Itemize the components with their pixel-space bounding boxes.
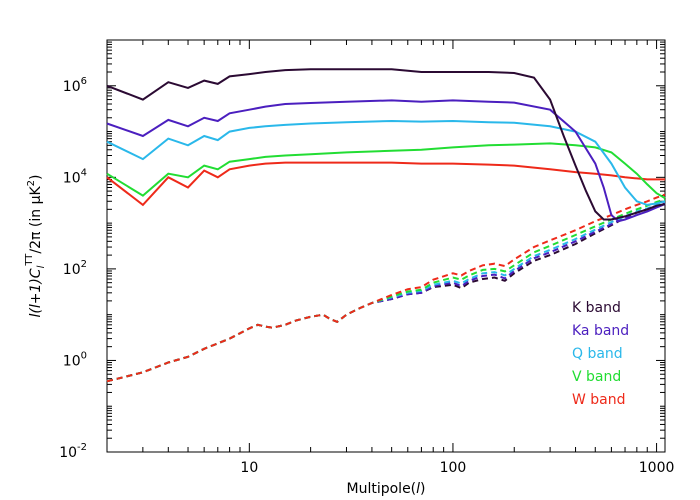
y-tick-label: 106 — [63, 76, 87, 95]
axis-ticks — [106, 40, 665, 453]
series-lines — [106, 68, 666, 383]
x-tick-label: 1000 — [639, 460, 675, 476]
y-tick-label: 100 — [63, 350, 87, 369]
legend-v-band: V band — [572, 369, 621, 385]
ka-band-dashed-line — [106, 202, 666, 383]
y-tick-label: 10-2 — [59, 442, 87, 461]
w-band-dashed-line — [106, 193, 666, 383]
legend: K band Ka band Q band V band W band — [572, 300, 629, 408]
x-tick-label: 100 — [440, 460, 467, 476]
y-axis-label: l(l+1)ClTT/2π (in μK2) — [24, 174, 47, 317]
x-tick-labels: 10 100 1000 — [240, 460, 674, 476]
x-axis-label: Multipole(l) — [347, 481, 426, 497]
k-band-solid-line — [106, 68, 666, 221]
legend-q-band: Q band — [572, 346, 623, 362]
y-tick-label: 102 — [63, 259, 87, 278]
y-tick-label: 104 — [63, 167, 87, 186]
q-band-dashed-line — [106, 201, 666, 383]
y-tick-labels: 10-2 100 102 104 106 — [59, 76, 87, 461]
x-tick-label: 10 — [240, 460, 258, 476]
ka-band-solid-line — [106, 99, 666, 223]
v-band-dashed-line — [106, 198, 666, 383]
q-band-solid-line — [106, 119, 666, 206]
plot-frame — [106, 39, 666, 453]
v-band-solid-line — [106, 142, 666, 200]
legend-ka-band: Ka band — [572, 323, 629, 339]
legend-k-band: K band — [572, 300, 621, 316]
legend-w-band: W band — [572, 392, 626, 408]
w-band-solid-line — [106, 161, 665, 207]
